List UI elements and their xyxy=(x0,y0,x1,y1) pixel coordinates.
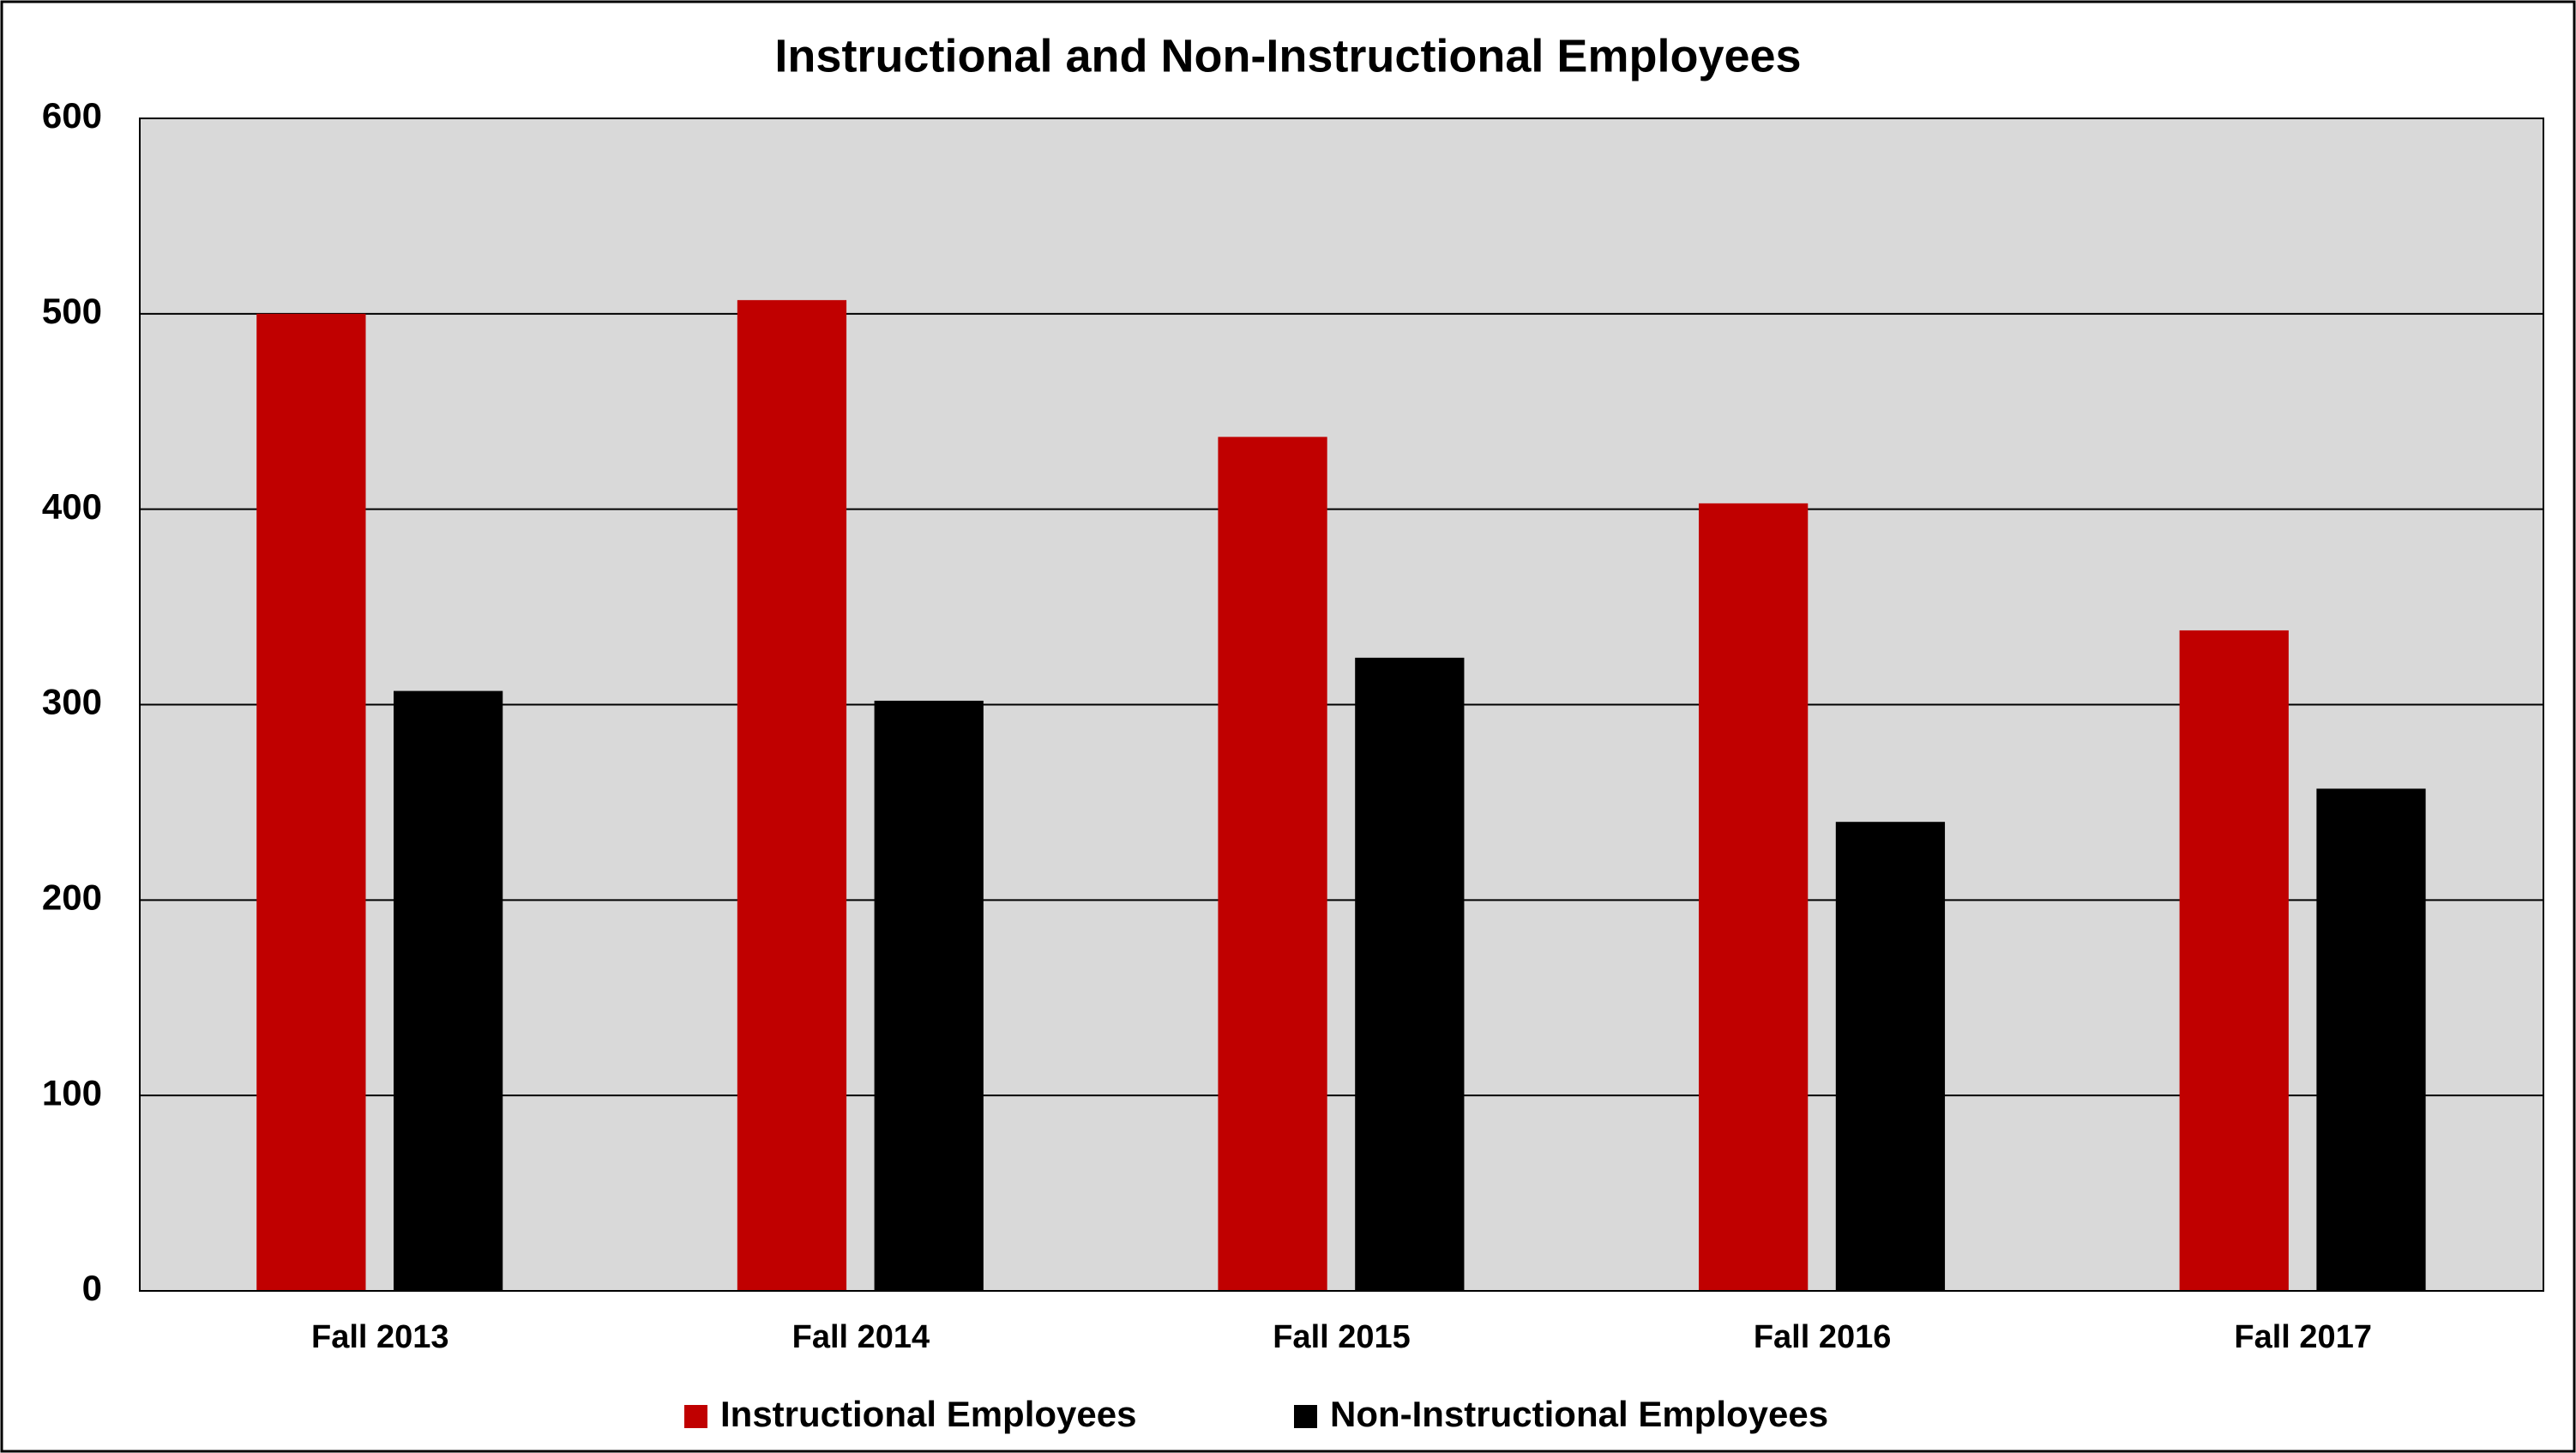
bar xyxy=(874,700,984,1291)
x-tick-label: Fall 2016 xyxy=(1754,1319,1892,1355)
chart-title: Instructional and Non-Instructional Empl… xyxy=(774,30,1801,81)
legend-label: Instructional Employees xyxy=(720,1394,1136,1434)
bar xyxy=(1835,822,1946,1291)
x-tick-label: Fall 2017 xyxy=(2234,1319,2372,1355)
y-tick-label: 200 xyxy=(42,877,102,917)
x-tick-label: Fall 2015 xyxy=(1273,1319,1411,1355)
x-tick-label: Fall 2013 xyxy=(311,1319,449,1355)
x-tick-label: Fall 2014 xyxy=(792,1319,930,1355)
legend-swatch xyxy=(684,1405,707,1428)
legend-swatch xyxy=(1294,1405,1317,1428)
bar xyxy=(393,690,503,1291)
bar xyxy=(2316,788,2426,1291)
y-tick-label: 100 xyxy=(42,1072,102,1112)
y-tick-label: 300 xyxy=(42,682,102,722)
bar xyxy=(1355,657,1465,1291)
bar xyxy=(256,313,366,1291)
legend-label: Non-Instructional Employees xyxy=(1330,1394,1828,1434)
bar xyxy=(2179,630,2289,1291)
y-tick-label: 600 xyxy=(42,95,102,136)
bar xyxy=(1699,503,1809,1291)
y-tick-label: 0 xyxy=(82,1268,102,1308)
bar xyxy=(737,299,847,1291)
plot-border xyxy=(139,118,2544,1292)
y-tick-label: 500 xyxy=(42,291,102,331)
bar xyxy=(1218,437,1327,1291)
y-tick-label: 400 xyxy=(42,486,102,527)
